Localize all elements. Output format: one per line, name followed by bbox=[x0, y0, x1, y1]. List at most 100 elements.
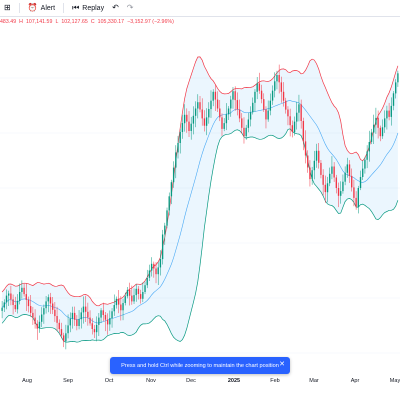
time-axis[interactable]: Aug Sep Oct Nov Dec 2025 Feb Mar Apr May bbox=[0, 373, 400, 387]
candle-up bbox=[146, 277, 148, 286]
candle-down bbox=[10, 293, 12, 300]
change-value: −3,152.97 (−2.96%) bbox=[127, 19, 174, 25]
candle-down bbox=[280, 82, 283, 92]
candle-down bbox=[58, 322, 60, 330]
alert-label: Alert bbox=[40, 4, 56, 12]
time-axis-tick: Aug bbox=[22, 378, 32, 384]
ohlc-legend: 483.49 H 107,141.59 L 102,127.65 C 105,330.17−… bbox=[0, 19, 174, 25]
candle-up bbox=[230, 99, 232, 109]
candle-down bbox=[131, 295, 133, 302]
candle-up bbox=[392, 93, 395, 106]
candle-down bbox=[258, 83, 261, 91]
candle-up bbox=[113, 305, 115, 312]
replay-label: Replay bbox=[82, 4, 105, 12]
candle-up bbox=[311, 170, 313, 180]
candle-down bbox=[388, 110, 390, 117]
time-axis-tick: Sep bbox=[63, 378, 73, 384]
candle-up bbox=[245, 127, 247, 137]
candle-down bbox=[93, 329, 96, 333]
time-axis-tick: Apr bbox=[350, 378, 360, 384]
candle-down bbox=[265, 109, 267, 120]
candle-down bbox=[377, 117, 379, 128]
candle-up bbox=[342, 181, 344, 192]
price-chart[interactable] bbox=[0, 28, 400, 373]
candle-up bbox=[368, 142, 370, 152]
candle-down bbox=[54, 309, 56, 317]
layout-button[interactable]: ⊞ bbox=[0, 0, 15, 16]
candle-up bbox=[390, 105, 392, 117]
candle-up bbox=[326, 183, 329, 193]
candle-up bbox=[67, 325, 69, 334]
candle-up bbox=[331, 166, 333, 174]
alert-button[interactable]: ⏰ Alert bbox=[24, 0, 59, 16]
candle-up bbox=[166, 210, 168, 226]
candle-up bbox=[192, 115, 195, 124]
candle-down bbox=[25, 294, 27, 300]
candle-down bbox=[62, 335, 65, 342]
candle-down bbox=[117, 298, 120, 305]
candle-up bbox=[45, 301, 47, 309]
close-icon[interactable]: ✕ bbox=[279, 361, 285, 368]
candle-down bbox=[348, 164, 351, 176]
candle-up bbox=[95, 324, 98, 333]
candle-up bbox=[271, 90, 274, 101]
candle-up bbox=[329, 173, 331, 184]
candle-down bbox=[137, 288, 140, 294]
candle-up bbox=[144, 285, 146, 292]
time-axis-tick: 2025 bbox=[227, 378, 241, 384]
candle-up bbox=[122, 303, 124, 311]
zoom-hint-toast: Press and hold Ctrl while zooming to mai… bbox=[110, 357, 290, 374]
candle-up bbox=[375, 117, 377, 125]
candle-down bbox=[84, 306, 87, 312]
candle-down bbox=[76, 319, 78, 326]
candle-down bbox=[285, 100, 287, 110]
candle-down bbox=[120, 304, 122, 311]
time-axis-tick: Oct bbox=[104, 378, 114, 384]
candles bbox=[1, 64, 399, 350]
candle-up bbox=[205, 117, 208, 126]
candle-up bbox=[359, 177, 362, 188]
grid-layout-icon: ⊞ bbox=[4, 3, 11, 12]
candle-down bbox=[318, 150, 320, 163]
candle-up bbox=[384, 118, 386, 128]
candle-down bbox=[300, 104, 302, 121]
candle-down bbox=[60, 329, 63, 336]
candle-up bbox=[150, 263, 153, 271]
candle-down bbox=[87, 311, 89, 318]
candle-up bbox=[225, 114, 228, 124]
candle-down bbox=[335, 177, 338, 188]
candle-up bbox=[126, 289, 129, 297]
candle-up bbox=[346, 164, 348, 173]
candle-up bbox=[157, 267, 159, 275]
candle-up bbox=[16, 300, 19, 310]
candle-down bbox=[243, 127, 245, 137]
candle-down bbox=[51, 303, 54, 310]
candle-down bbox=[287, 109, 289, 117]
candle-up bbox=[386, 110, 388, 119]
candle-down bbox=[73, 312, 76, 320]
candle-up bbox=[43, 308, 45, 315]
bollinger-upper-band bbox=[1, 56, 399, 307]
time-axis-tick: Feb bbox=[270, 378, 280, 384]
candle-down bbox=[282, 91, 285, 101]
redo-button[interactable]: ↷ bbox=[123, 0, 138, 16]
candle-down bbox=[23, 287, 25, 295]
candle-up bbox=[179, 132, 181, 143]
replay-button[interactable]: ⏮ Replay bbox=[68, 0, 108, 16]
candle-up bbox=[247, 119, 250, 128]
candle-down bbox=[56, 316, 58, 323]
candle-down bbox=[106, 319, 109, 325]
candle-down bbox=[221, 117, 223, 129]
candle-down bbox=[186, 114, 188, 122]
candle-up bbox=[5, 295, 8, 303]
time-axis-tick: May bbox=[389, 378, 400, 384]
undo-button[interactable]: ↶ bbox=[108, 0, 123, 16]
candle-down bbox=[216, 99, 219, 109]
candle-up bbox=[115, 298, 118, 306]
candle-up bbox=[78, 319, 80, 326]
candle-down bbox=[309, 167, 311, 180]
candle-up bbox=[164, 225, 166, 235]
low-value: 102,127.65 bbox=[61, 19, 88, 25]
candle-down bbox=[324, 184, 327, 193]
candle-up bbox=[269, 100, 272, 111]
